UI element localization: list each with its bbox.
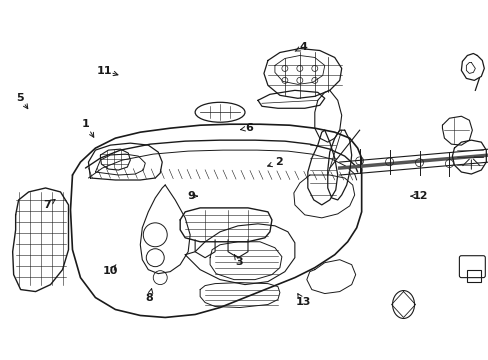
Text: 4: 4: [299, 42, 306, 52]
Text: 8: 8: [145, 293, 153, 303]
Text: 13: 13: [295, 297, 310, 307]
Text: 1: 1: [82, 120, 90, 129]
Text: 11: 11: [97, 66, 112, 76]
Text: 7: 7: [43, 200, 51, 210]
Text: 2: 2: [274, 157, 282, 167]
Text: 10: 10: [102, 266, 118, 276]
Text: 9: 9: [186, 191, 194, 201]
Text: 5: 5: [17, 93, 24, 103]
Text: 6: 6: [245, 123, 253, 133]
Text: 3: 3: [235, 257, 243, 267]
Text: 12: 12: [411, 191, 427, 201]
